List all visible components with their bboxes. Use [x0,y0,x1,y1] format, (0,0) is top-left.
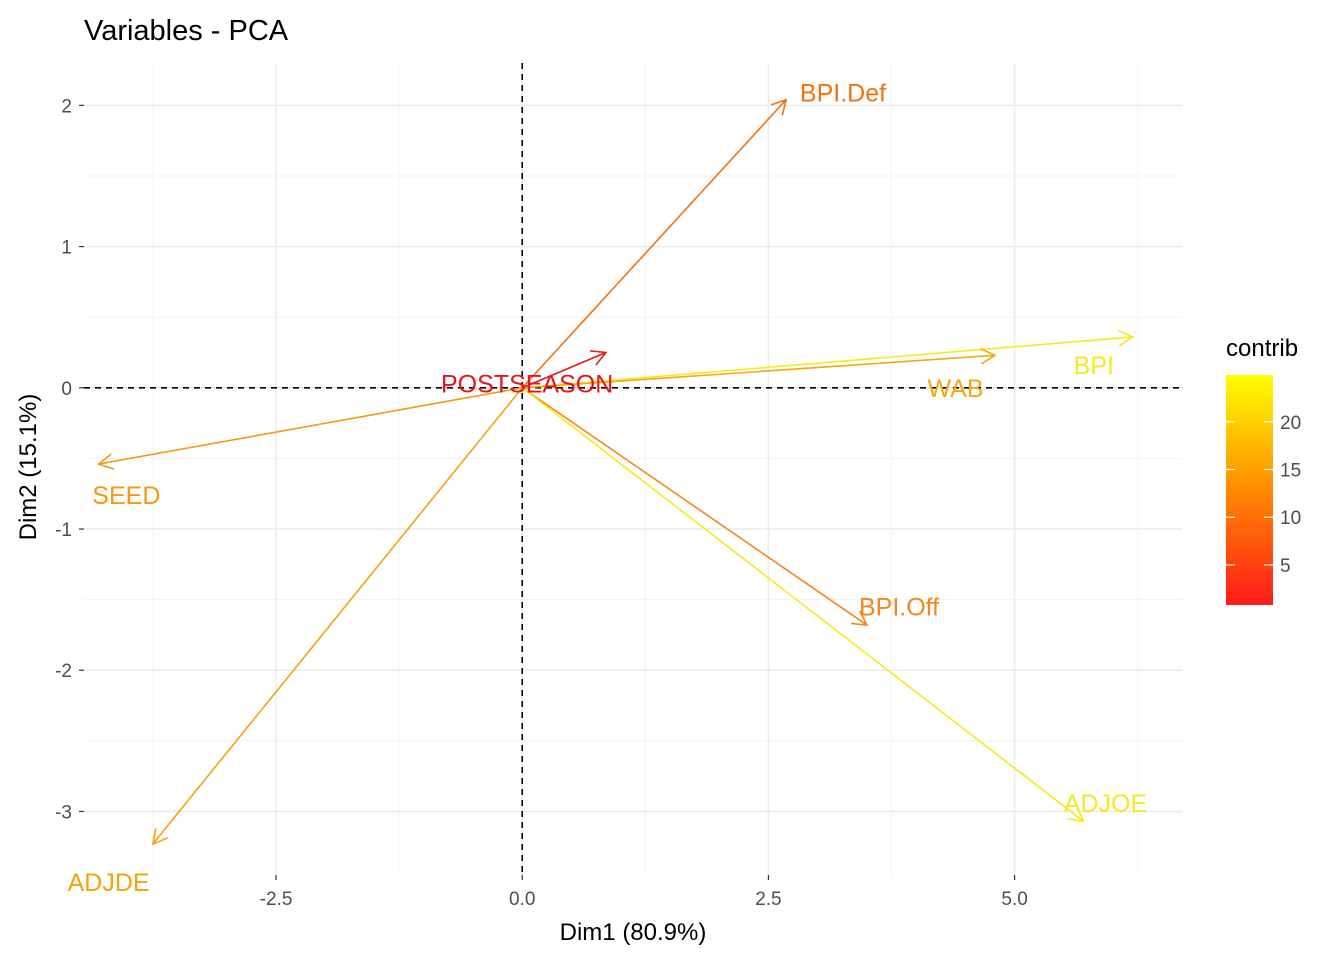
grid-major [84,63,1182,875]
y-tick-label: -2 [55,661,72,682]
arrow-wab [522,347,997,389]
x-tick-label: 2.5 [755,889,781,910]
y-axis-ticks: -3 -2 -1 0 1 2 [55,96,84,823]
label-adjoe: ADJOE [1064,790,1147,818]
y-axis-title: Dim2 (15.1%) [15,394,42,541]
legend-tick-label: 10 [1280,508,1301,529]
arrow-seed [97,387,523,470]
legend-tick-label: 20 [1280,413,1301,434]
label-wab: WAB [927,375,983,403]
y-tick-label: 1 [61,238,72,259]
arrow-bpi-off [521,387,869,626]
arrow-postseason [521,350,608,389]
x-axis-title: Dim1 (80.9%) [560,919,707,946]
legend-colorbar [1226,375,1273,605]
x-tick-label: 5.0 [1001,889,1027,910]
chart-title: Variables - PCA [84,15,289,47]
label-seed: SEED [92,482,160,510]
y-tick-label: 2 [61,96,72,117]
label-adjde: ADJDE [68,869,150,897]
x-tick-label: -2.5 [260,889,293,910]
arrow-adjde [151,387,523,846]
variable-arrows [97,98,1135,846]
reference-lines [84,63,1182,875]
legend: contrib 5 10 15 20 [1226,335,1301,605]
label-postseason: POSTSEASON [441,371,613,399]
grid-minor [84,63,1182,875]
arrow-bpi-def [521,98,788,389]
legend-title: contrib [1226,335,1298,362]
label-bpi: BPI [1074,352,1114,380]
arrow-bpi [522,329,1135,389]
legend-ticks: 5 10 15 20 [1226,413,1301,577]
label-bpi-off: BPI.Off [859,594,939,622]
variable-labels: BPI.Def BPI WAB POSTSEASON SEED BPI.Off ADJOE A… [68,80,1148,897]
x-axis-ticks: -2.5 0.0 2.5 5.0 [260,875,1028,910]
legend-tick-label: 5 [1280,556,1291,577]
y-tick-label: 0 [61,379,72,400]
arrow-adjoe [521,387,1085,823]
legend-tick-label: 15 [1280,460,1301,481]
y-tick-label: -1 [55,520,72,541]
y-tick-label: -3 [55,802,72,823]
label-bpi-def: BPI.Def [800,80,886,108]
x-tick-label: 0.0 [509,889,535,910]
